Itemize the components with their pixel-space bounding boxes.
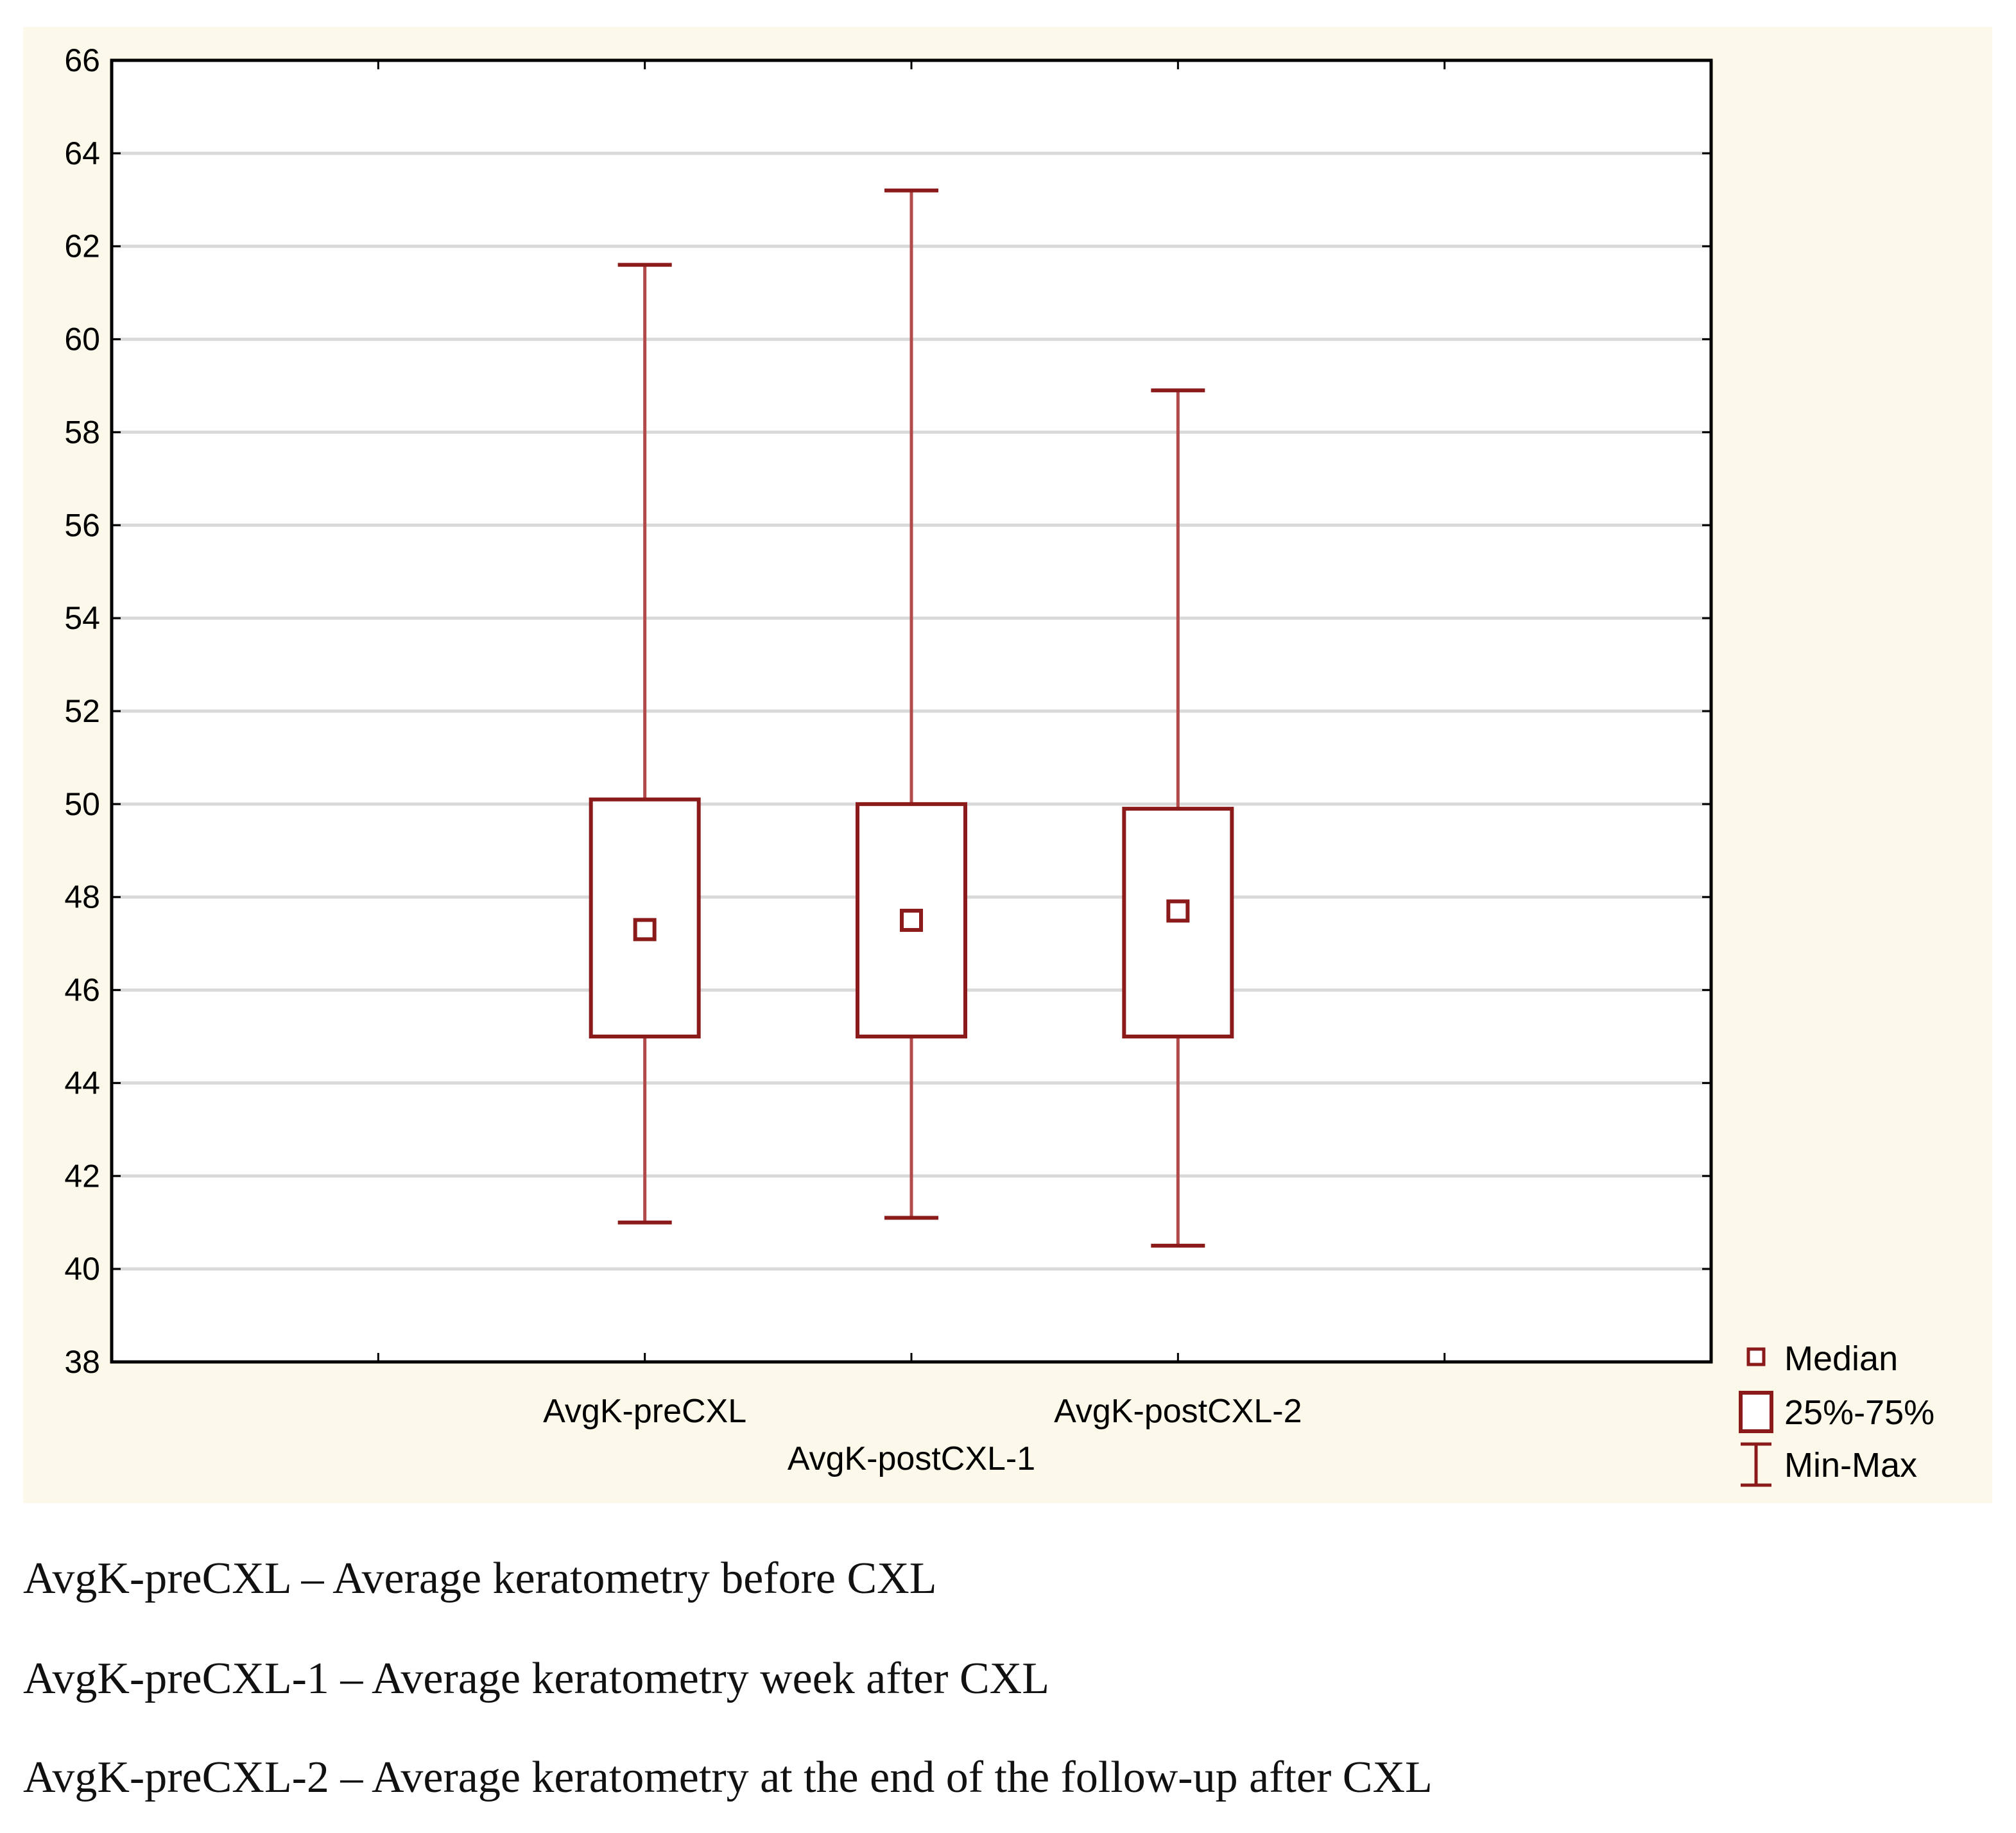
note-line-1: AvgK-preCXL – Average keratometry before… (23, 1554, 937, 1603)
ytick-label-60: 60 (64, 322, 100, 357)
legend-label-box: 25%-75% (1784, 1393, 1934, 1432)
ytick-label-48: 48 (64, 879, 100, 915)
category-label-avgk-postcxl-1: AvgK-postCXL-1 (788, 1440, 1035, 1477)
ytick-label-54: 54 (64, 600, 100, 636)
ytick-label-50: 50 (64, 786, 100, 822)
note-line-3: AvgK-preCXL-2 – Average keratometry at t… (23, 1753, 1433, 1802)
box-iqr-avgk-postcxl-2 (1122, 807, 1234, 1038)
ytick-label-66: 66 (64, 42, 100, 78)
category-label-avgk-precxl: AvgK-preCXL (543, 1393, 746, 1430)
ytick-label-58: 58 (64, 414, 100, 450)
legend-label-median: Median (1784, 1339, 1898, 1378)
box-iqr-avgk-precxl (589, 797, 701, 1038)
legend-box-symbol (1739, 1391, 1773, 1433)
median-marker-avgk-postcxl-1 (900, 908, 923, 932)
ytick-label-40: 40 (64, 1251, 100, 1287)
ytick-label-46: 46 (64, 972, 100, 1008)
boxplot-chart: 38 40 42 44 46 48 50 52 54 56 58 60 62 64 66 AvgK-preCX… (64, 42, 1934, 1487)
category-label-avgk-postcxl-2: AvgK-postCXL-2 (1054, 1393, 1302, 1430)
ytick-label-42: 42 (64, 1158, 100, 1194)
plot-frame (110, 58, 1713, 1364)
ytick-label-64: 64 (64, 135, 100, 171)
ytick-label-44: 44 (64, 1065, 100, 1101)
legend-median-symbol (1746, 1347, 1766, 1366)
ytick-label-52: 52 (64, 693, 100, 729)
median-marker-avgk-precxl (633, 918, 657, 942)
legend-label-whisker: Min-Max (1784, 1446, 1917, 1484)
ytick-label-56: 56 (64, 507, 100, 543)
chart-panel: 38 40 42 44 46 48 50 52 54 56 58 60 62 64 66 AvgK-preCX… (23, 27, 1992, 1503)
note-line-2: AvgK-preCXL-1 – Average keratometry week… (23, 1654, 1049, 1703)
ytick-label-38: 38 (64, 1344, 100, 1380)
ytick-label-62: 62 (64, 228, 100, 264)
median-marker-avgk-postcxl-2 (1166, 899, 1190, 923)
